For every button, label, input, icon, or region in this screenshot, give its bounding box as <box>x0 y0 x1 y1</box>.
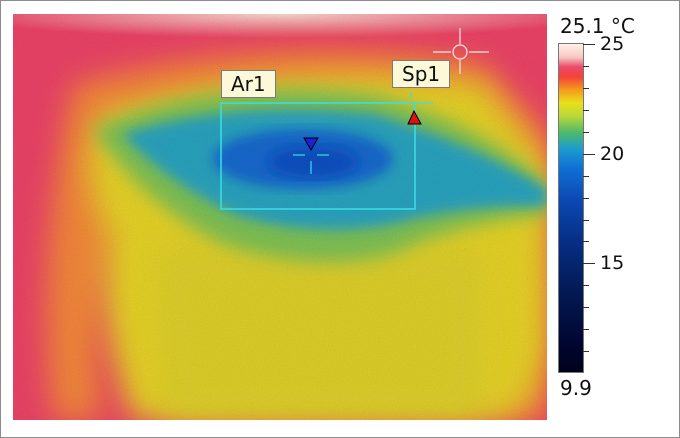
cold-spot-marker-icon <box>303 137 319 151</box>
scale-tick-minor <box>583 198 589 199</box>
scale-tick-label: 15 <box>600 252 625 274</box>
scale-tick-minor <box>583 307 589 308</box>
scale-tick-label: 25 <box>600 33 625 55</box>
reference-crosshair-icon <box>433 28 489 74</box>
scale-tick-minor <box>583 220 589 221</box>
spot-label: Sp1 <box>392 60 451 88</box>
scale-tick-minor <box>583 132 589 133</box>
area-rectangle[interactable] <box>220 102 416 210</box>
hot-spot-marker-icon <box>407 109 422 125</box>
scale-tick <box>583 44 595 45</box>
thermal-image-svg <box>13 14 547 420</box>
scale-tick-minor <box>583 285 589 286</box>
thermal-image <box>13 14 547 420</box>
scale-tick-minor <box>583 241 589 242</box>
scale-tick <box>583 154 595 155</box>
scale-tick <box>583 263 595 264</box>
scale-tick-minor <box>583 66 589 67</box>
scale-tick-minor <box>583 176 589 177</box>
scale-tick-minor <box>583 110 589 111</box>
spot-crosshair[interactable] <box>389 92 433 104</box>
scale-tick-label: 20 <box>600 143 625 165</box>
scale-min-label: 9.9 <box>560 376 592 400</box>
scale-tick-minor <box>583 329 589 330</box>
temperature-colorbar <box>558 43 584 373</box>
scale-tick-minor <box>583 351 589 352</box>
scale-max-label: 25.1 °C <box>560 14 635 38</box>
area-label: Ar1 <box>221 70 276 98</box>
scale-tick-minor <box>583 88 589 89</box>
